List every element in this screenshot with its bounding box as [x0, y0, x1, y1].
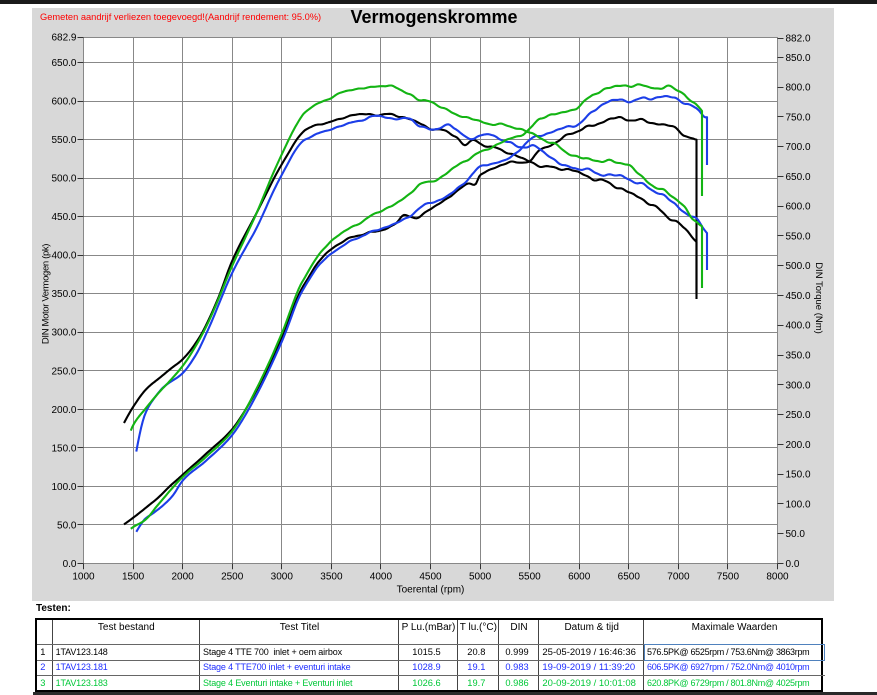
- svg-text:3500: 3500: [320, 572, 343, 583]
- svg-text:2500: 2500: [221, 572, 244, 583]
- svg-text:850.0: 850.0: [786, 53, 811, 64]
- svg-text:300.0: 300.0: [51, 328, 76, 339]
- svg-text:750.0: 750.0: [786, 112, 811, 123]
- svg-text:5000: 5000: [469, 572, 492, 583]
- svg-text:1500: 1500: [122, 572, 145, 583]
- svg-text:3000: 3000: [271, 572, 294, 583]
- svg-text:2000: 2000: [171, 572, 194, 583]
- svg-text:100.0: 100.0: [51, 482, 76, 493]
- svg-text:8000: 8000: [766, 572, 789, 583]
- svg-text:400.0: 400.0: [51, 251, 76, 262]
- svg-text:500.0: 500.0: [51, 174, 76, 185]
- svg-text:350.0: 350.0: [51, 289, 76, 300]
- svg-text:6000: 6000: [568, 572, 591, 583]
- svg-text:450.0: 450.0: [786, 291, 811, 302]
- svg-text:0.0: 0.0: [786, 559, 800, 570]
- svg-text:250.0: 250.0: [51, 366, 76, 377]
- svg-text:200.0: 200.0: [786, 440, 811, 451]
- svg-text:100.0: 100.0: [786, 499, 811, 510]
- svg-text:7500: 7500: [717, 572, 740, 583]
- svg-text:450.0: 450.0: [51, 212, 76, 223]
- svg-text:50.0: 50.0: [786, 529, 806, 540]
- svg-text:650.0: 650.0: [786, 172, 811, 183]
- svg-text:150.0: 150.0: [51, 443, 76, 454]
- svg-text:1000: 1000: [72, 572, 95, 583]
- svg-text:5500: 5500: [518, 572, 541, 583]
- svg-text:882.0: 882.0: [786, 34, 811, 45]
- svg-text:550.0: 550.0: [51, 135, 76, 146]
- svg-text:300.0: 300.0: [786, 380, 811, 391]
- svg-text:6500: 6500: [618, 572, 641, 583]
- svg-text:250.0: 250.0: [786, 410, 811, 421]
- svg-text:650.0: 650.0: [51, 58, 76, 69]
- svg-text:DIN Torque (Nm): DIN Torque (Nm): [813, 262, 824, 334]
- svg-text:200.0: 200.0: [51, 405, 76, 416]
- svg-text:7000: 7000: [667, 572, 690, 583]
- svg-text:400.0: 400.0: [786, 321, 811, 332]
- svg-text:DIN Motor Vermogen (pk): DIN Motor Vermogen (pk): [41, 244, 52, 344]
- svg-text:50.0: 50.0: [57, 520, 77, 531]
- svg-text:682.9: 682.9: [51, 33, 76, 44]
- svg-text:0.0: 0.0: [63, 559, 77, 570]
- svg-text:4500: 4500: [419, 572, 442, 583]
- svg-text:700.0: 700.0: [786, 142, 811, 153]
- svg-text:550.0: 550.0: [786, 231, 811, 242]
- svg-text:500.0: 500.0: [786, 261, 811, 272]
- svg-text:800.0: 800.0: [786, 83, 811, 94]
- svg-text:150.0: 150.0: [786, 470, 811, 481]
- svg-text:600.0: 600.0: [786, 202, 811, 213]
- svg-text:4000: 4000: [370, 572, 393, 583]
- svg-text:Toerental (rpm): Toerental (rpm): [397, 585, 465, 596]
- svg-text:600.0: 600.0: [51, 97, 76, 108]
- svg-text:350.0: 350.0: [786, 351, 811, 362]
